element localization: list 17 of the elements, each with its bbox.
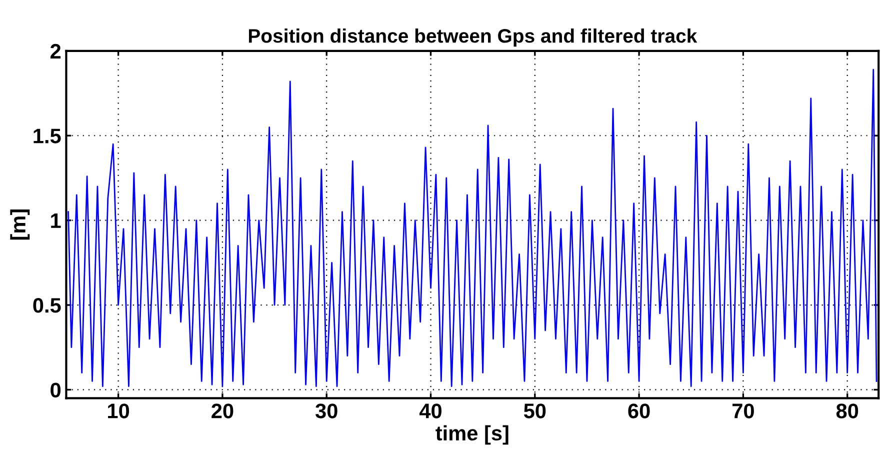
y-tick-label: 1 — [51, 214, 61, 228]
x-tick-label: 60 — [628, 404, 650, 418]
x-tick-label: 20 — [212, 404, 234, 418]
y-tick-label: 0 — [50, 382, 61, 398]
x-tick-label: 70 — [732, 404, 754, 418]
x-tick-label: 80 — [836, 404, 858, 418]
y-axis-title: [m] — [10, 210, 30, 240]
x-tick-label: 10 — [108, 404, 130, 418]
x-tick-label: 50 — [524, 404, 546, 418]
x-tick-label: 40 — [419, 404, 442, 418]
x-axis-title: time [s] — [436, 425, 508, 445]
line-series — [68, 68, 878, 388]
x-tick-label: 30 — [315, 404, 338, 418]
y-tick-label: 2 — [50, 44, 61, 58]
chart-title: Position distance between Gps and filtered track — [248, 28, 698, 47]
y-tick-label: 1.5 — [34, 128, 61, 144]
y-tick-label: 0.5 — [33, 298, 61, 313]
